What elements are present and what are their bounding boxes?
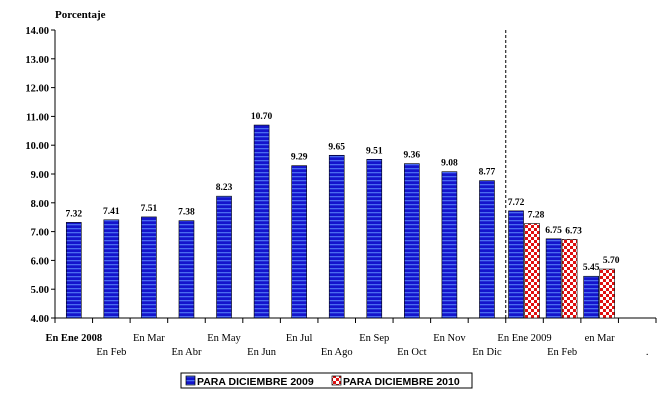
x-tick-label: En Ago	[321, 347, 353, 358]
bar-2009	[253, 124, 270, 319]
x-tick-label: En Ene 2008	[45, 333, 102, 344]
x-tick-label: En Oct	[397, 347, 427, 358]
legend-label-2009: PARA DICIEMBRE 2009	[197, 376, 314, 388]
y-tick-label: 7.00	[31, 228, 49, 239]
bar-2009	[545, 238, 562, 319]
y-tick-label: 4.00	[31, 314, 49, 325]
x-tick-label: en Mar	[585, 333, 616, 344]
bar-2009	[583, 275, 599, 319]
y-axis: 4.00 5.00 6.00 7.00 8.00 9.00 10.00 11.00 12.00 1…	[25, 26, 56, 325]
data-label-2009: 9.29	[291, 153, 308, 163]
data-label-2009: 7.38	[178, 208, 195, 218]
data-label-2010: 6.73	[565, 226, 582, 236]
data-label-2009: 7.32	[65, 209, 82, 219]
y-tick-label: 9.00	[31, 170, 49, 181]
bar-2009	[328, 154, 345, 319]
y-tick-label: 10.00	[25, 141, 49, 152]
data-label-2009: 7.72	[508, 198, 525, 208]
x-tick-label: En Mar	[133, 333, 165, 344]
y-tick-label: 11.00	[26, 112, 49, 123]
data-label-2010: 5.70	[603, 256, 620, 266]
legend-swatch-2009	[185, 375, 196, 386]
x-tick-label: En Nov	[433, 333, 466, 344]
bar-2009	[141, 216, 157, 319]
legend: PARA DICIEMBRE 2009 PARA DICIEMBRE 2010	[180, 372, 473, 389]
data-label-2009: 9.51	[366, 146, 383, 156]
y-tick-label: 12.00	[25, 84, 49, 95]
y-tick-label: 6.00	[31, 256, 49, 267]
bar-2009	[291, 165, 307, 319]
x-tick-label: .	[646, 347, 649, 358]
x-tick-label: En Ene 2009	[497, 333, 551, 344]
bar-2009	[479, 180, 495, 319]
bar-2009	[404, 163, 420, 319]
bar-2009	[441, 171, 458, 319]
data-label-2009: 8.77	[479, 168, 496, 178]
y-tick-label: 8.00	[31, 199, 49, 210]
data-label-2009: 9.08	[441, 159, 458, 169]
bar-2009	[103, 219, 120, 319]
x-tick-label: En Abr	[171, 347, 202, 358]
bars	[65, 124, 615, 319]
bar-2010	[561, 239, 578, 319]
bar-2009	[366, 159, 383, 319]
bar-2010	[599, 268, 615, 319]
data-label-2009: 8.23	[216, 183, 233, 193]
legend-box	[180, 372, 473, 389]
bar-2010	[524, 223, 540, 319]
y-tick-label: 13.00	[25, 55, 49, 66]
legend-swatch-2010	[331, 375, 342, 386]
x-tick-label: En Jun	[247, 347, 277, 358]
bar-2009	[65, 222, 82, 319]
data-label-2009: 9.65	[328, 142, 345, 152]
legend-label-2010: PARA DICIEMBRE 2010	[343, 376, 460, 388]
x-tick-label: En May	[207, 333, 241, 344]
y-axis-label: Porcentaje	[55, 9, 106, 21]
data-label-2009: 5.45	[583, 263, 600, 273]
x-tick-label: En Dic	[472, 347, 502, 358]
y-tick-label: 5.00	[31, 285, 49, 296]
data-label-2009: 6.75	[545, 226, 562, 236]
x-tick-label: En Feb	[96, 347, 126, 358]
bar-2009	[216, 195, 232, 319]
y-tick-label: 14.00	[25, 26, 49, 37]
bar-2009	[178, 220, 195, 319]
bar-2009	[508, 210, 524, 319]
x-tick-label: En Jul	[286, 333, 313, 344]
data-label-2009: 7.51	[141, 204, 158, 214]
data-label-2009: 9.36	[404, 151, 421, 161]
data-label-2009: 7.41	[103, 207, 120, 217]
data-label-2009: 10.70	[251, 112, 273, 122]
data-label-2010: 7.28	[528, 211, 545, 221]
x-tick-label: En Feb	[547, 347, 577, 358]
x-tick-label: En Sep	[359, 333, 389, 344]
data-labels: 7.32 7.41 7.51 7.38 8.23 10.70 9.29 9.65 9.51 9.3…	[65, 112, 619, 273]
x-tick-labels: En Ene 2008 En Feb En Mar En Abr En May En Ju…	[45, 333, 648, 358]
